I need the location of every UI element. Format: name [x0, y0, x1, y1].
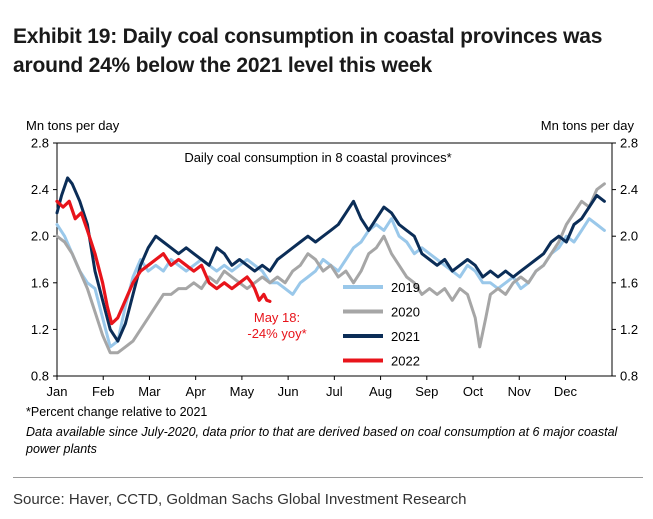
y-tick-label-left: 2.4 — [31, 182, 49, 197]
source-divider — [13, 477, 643, 478]
series-line-2019 — [55, 217, 606, 349]
legend-label-2020: 2020 — [391, 305, 420, 320]
chart-inner-title: Daily coal consumption in 8 coastal prov… — [184, 150, 451, 165]
legend-label-2019: 2019 — [391, 280, 420, 295]
legend-label-2022: 2022 — [391, 354, 420, 369]
source-text: Source: Haver, CCTD, Goldman Sachs Globa… — [13, 491, 467, 508]
x-tick-label: Aug — [369, 384, 392, 399]
exhibit-title: Exhibit 19: Daily coal consumption in co… — [13, 25, 603, 77]
y-tick-label-right: 2.4 — [620, 182, 638, 197]
annotation-yoy: -24% yoy* — [247, 326, 306, 341]
footnote-percent: *Percent change relative to 2021 — [26, 405, 208, 419]
x-tick-label: Jan — [47, 384, 68, 399]
y-tick-label-right: 1.6 — [620, 275, 638, 290]
footnote-data-availability: Data available since July-2020, data pri… — [26, 425, 618, 456]
x-tick-label: May — [230, 384, 255, 399]
annotation-date: May 18: — [254, 310, 300, 325]
y-tick-label-right: 0.8 — [620, 369, 638, 384]
y-tick-label-left: 0.8 — [31, 369, 49, 384]
x-tick-label: Jul — [326, 384, 343, 399]
left-axis-unit: Mn tons per day — [26, 118, 120, 133]
y-tick-label-right: 2.0 — [620, 229, 638, 244]
y-tick-label-right: 2.8 — [620, 136, 638, 151]
y-tick-label-right: 1.2 — [620, 322, 638, 337]
x-tick-label: Mar — [138, 384, 161, 399]
x-tick-label: Feb — [92, 384, 114, 399]
y-tick-label-left: 2.8 — [31, 136, 49, 151]
right-axis-unit: Mn tons per day — [540, 118, 634, 133]
x-tick-label: Apr — [186, 384, 207, 399]
x-tick-label: Oct — [463, 384, 484, 399]
y-tick-label-left: 1.6 — [31, 275, 49, 290]
x-tick-label: Jun — [278, 384, 299, 399]
x-tick-label: Dec — [554, 384, 578, 399]
series-line-2020 — [55, 182, 606, 355]
y-tick-label-left: 1.2 — [31, 322, 49, 337]
legend-label-2021: 2021 — [391, 329, 420, 344]
series-line-2021 — [55, 176, 606, 343]
series-line-2022 — [55, 199, 272, 326]
x-tick-label: Sep — [415, 384, 438, 399]
y-tick-label-left: 2.0 — [31, 229, 49, 244]
x-tick-label: Nov — [508, 384, 532, 399]
